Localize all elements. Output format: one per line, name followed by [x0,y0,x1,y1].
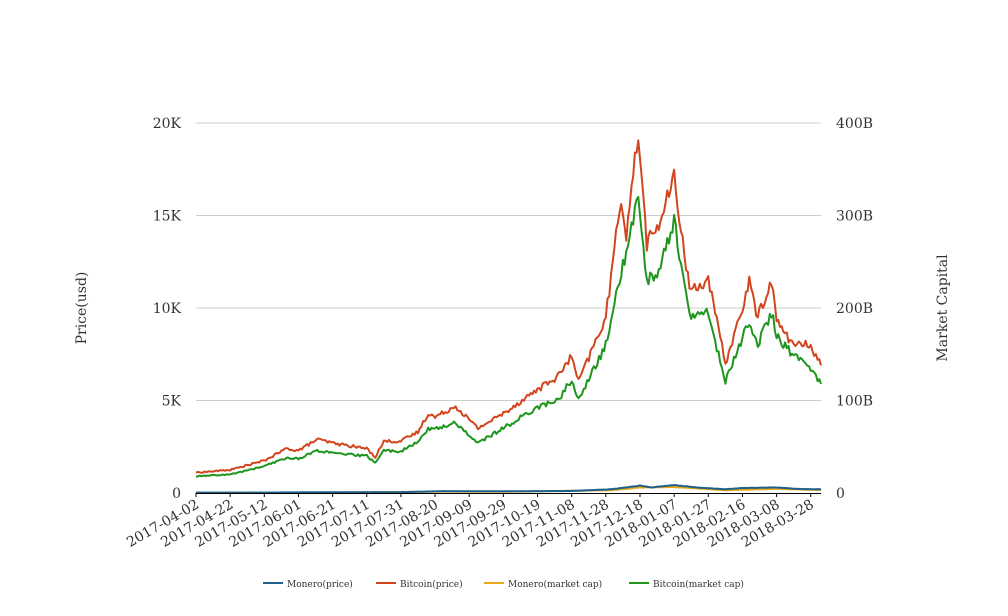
legend-label: Monero(market cap) [508,579,602,590]
legend-label: Bitcoin(price) [400,579,463,590]
left-axis-title: Price(usd) [74,272,90,345]
legend-item[interactable]: Bitcoin(market cap) [629,579,744,590]
legend-item[interactable]: Monero(price) [263,579,353,590]
legend-item[interactable]: Bitcoin(price) [376,579,463,590]
series-line-bitcoin-price [195,139,822,474]
left-y-tick-label: 0 [172,486,181,502]
right-y-tick-label: 0 [836,486,845,502]
right-axis-title: Market Capital [935,254,951,362]
legend-label: Monero(price) [287,579,353,590]
legend[interactable]: Monero(price) Bitcoin(price) Monero(market… [263,579,744,590]
legend-item[interactable]: Monero(market cap) [484,579,602,590]
series-layer [195,139,822,494]
left-y-tick-label: 5K [162,394,182,410]
legend-label: Bitcoin(market cap) [653,579,744,590]
right-y-tick-label: 400B [836,116,873,132]
right-y-tick-label: 200B [836,301,873,317]
right-y-tick-label: 100B [836,394,873,410]
series-line-bitcoin-market-cap [196,196,822,478]
right-y-tick-label: 300B [836,209,873,225]
grid-lines [196,122,821,401]
right-y-axis: 0 100B 200B 300B 400B [836,116,873,502]
left-y-tick-label: 10K [153,301,182,317]
series-line-monero-price [196,484,822,494]
left-y-tick-label: 20K [153,116,182,132]
left-y-axis: 0 5K 10K 15K 20K [153,116,182,502]
left-y-tick-label: 15K [153,209,182,225]
x-axis: 2017-04-022017-04-222017-05-122017-06-01… [124,493,817,551]
